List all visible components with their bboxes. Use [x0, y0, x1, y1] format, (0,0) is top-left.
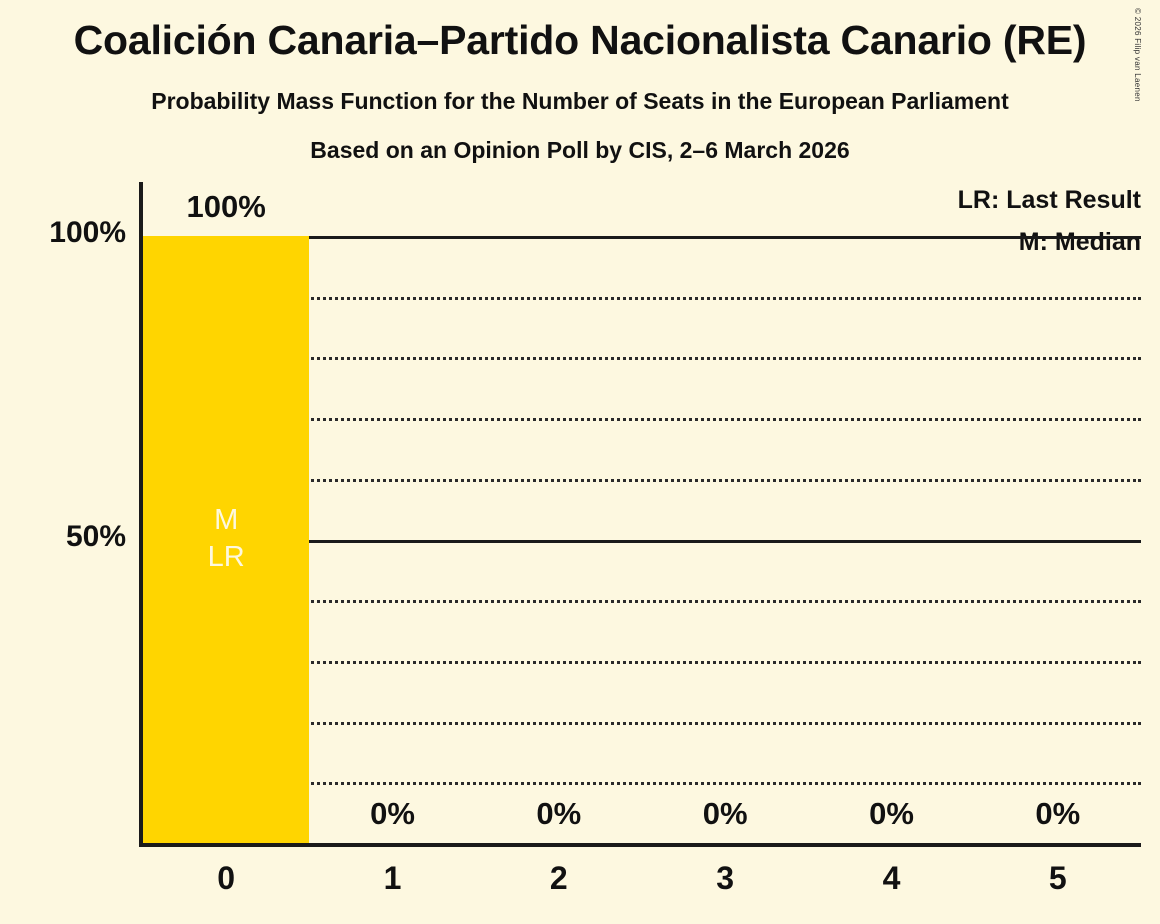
chart-title: Coalición Canaria–Partido Nacionalista C… [73, 17, 1087, 63]
gridline-dotted [306, 418, 1141, 422]
copyright-notice: © 2026 Filip van Laenen [1133, 8, 1142, 102]
x-axis-tick-label: 5 [1048, 860, 1067, 896]
gridline-dotted [306, 357, 1141, 361]
plot-area: 100% M LR 0% 0% 0% 0% 0% [139, 182, 1141, 847]
y-axis-line [139, 182, 143, 847]
bar-value-label: 0% [702, 796, 748, 831]
gridline-solid [306, 539, 1141, 543]
bar-value-label: 0% [1035, 796, 1081, 831]
bar-slot[interactable]: 0% [309, 182, 475, 843]
bar-value-label: 100% [186, 189, 266, 224]
gridline-dotted [306, 600, 1141, 604]
y-axis-tick-label: 100% [49, 216, 126, 249]
x-axis-tick-label: 0 [217, 860, 236, 896]
x-axis-tick-label: 3 [716, 860, 735, 896]
gridline-solid [306, 236, 1141, 239]
bar-slot[interactable]: 0% [808, 182, 974, 843]
legend-median: M: Median [1018, 228, 1141, 256]
bar-slot[interactable]: 0% [975, 182, 1141, 843]
bar-marker-label: M LR [207, 503, 245, 573]
bar-rect[interactable] [143, 236, 310, 843]
chart-subtitle: Probability Mass Function for the Number… [151, 88, 1009, 114]
bar-series: 100% M LR 0% 0% 0% 0% 0% [143, 182, 1141, 843]
gridline-dotted [306, 782, 1141, 786]
gridline-dotted [306, 660, 1141, 664]
gridline-dotted [306, 478, 1141, 482]
bar-value-label: 0% [370, 796, 415, 831]
chart-source-subtitle: Based on an Opinion Poll by CIS, 2–6 Mar… [310, 137, 850, 163]
x-axis-labels: 0 1 2 3 4 5 [139, 860, 1141, 920]
bar-slot[interactable]: 100% M LR [143, 182, 310, 843]
gridline-dotted [306, 296, 1141, 300]
bar-slot[interactable]: 0% [642, 182, 808, 843]
legend-last-result: LR: Last Result [957, 186, 1141, 214]
bar-value-label: 0% [869, 796, 914, 831]
y-axis-tick-label: 50% [65, 519, 126, 553]
x-axis-tick-label: 1 [383, 860, 402, 896]
bar-value-label: 0% [536, 796, 582, 831]
x-axis-tick-label: 2 [549, 860, 568, 896]
x-axis-line [139, 843, 1141, 847]
gridline-dotted [306, 721, 1141, 725]
x-axis-tick-label: 4 [882, 860, 901, 896]
bar-slot[interactable]: 0% [476, 182, 642, 843]
